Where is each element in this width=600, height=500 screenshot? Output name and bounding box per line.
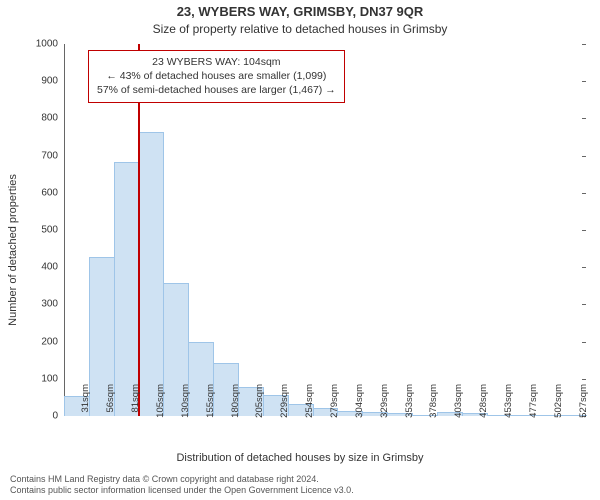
y-tick-mark [582, 118, 586, 119]
y-tick-mark [582, 342, 586, 343]
y-tick-mark [582, 81, 586, 82]
y-tick-label: 0 [52, 411, 64, 422]
y-tick-mark [582, 156, 586, 157]
callout-line-2: ← 43% of detached houses are smaller (1,… [97, 69, 336, 83]
y-tick-label: 900 [41, 76, 64, 87]
x-tick-label: 254sqm [304, 384, 315, 420]
footer-attribution: Contains HM Land Registry data © Crown c… [10, 474, 590, 496]
x-tick-label: 180sqm [230, 384, 241, 420]
y-tick-mark [582, 304, 586, 305]
footer-line-1: Contains HM Land Registry data © Crown c… [10, 474, 590, 485]
y-tick-label: 700 [41, 150, 64, 161]
x-tick-label: 304sqm [354, 384, 365, 420]
page-subtitle: Size of property relative to detached ho… [0, 22, 600, 36]
y-tick-mark [582, 379, 586, 380]
x-tick-label: 353sqm [404, 384, 415, 420]
y-tick-label: 500 [41, 225, 64, 236]
x-tick-label: 105sqm [155, 384, 166, 420]
x-tick-label: 205sqm [254, 384, 265, 420]
x-tick-label: 403sqm [453, 384, 464, 420]
histogram-bar [114, 162, 140, 416]
x-tick-label: 378sqm [428, 384, 439, 420]
callout-line-1: 23 WYBERS WAY: 104sqm [97, 55, 336, 69]
y-tick-label: 300 [41, 299, 64, 310]
histogram-bar [139, 132, 165, 416]
x-tick-label: 56sqm [105, 384, 116, 420]
chart-container: { "header": { "address": "23, WYBERS WAY… [0, 0, 600, 500]
y-tick-label: 600 [41, 187, 64, 198]
y-tick-mark [582, 267, 586, 268]
y-axis-label: Number of detached properties [6, 0, 20, 500]
x-tick-label: 502sqm [553, 384, 564, 420]
callout-box: 23 WYBERS WAY: 104sqm ← 43% of detached … [88, 50, 345, 103]
plot-area: 23 WYBERS WAY: 104sqm ← 43% of detached … [64, 44, 586, 416]
y-tick-mark [582, 193, 586, 194]
x-tick-label: 155sqm [205, 384, 216, 420]
x-tick-label: 81sqm [130, 384, 141, 420]
page-title: 23, WYBERS WAY, GRIMSBY, DN37 9QR [0, 4, 600, 19]
x-tick-label: 279sqm [329, 384, 340, 420]
footer-line-2: Contains public sector information licen… [10, 485, 590, 496]
x-tick-label: 428sqm [478, 384, 489, 420]
x-tick-label: 477sqm [528, 384, 539, 420]
y-tick-label: 200 [41, 336, 64, 347]
x-tick-label: 527sqm [578, 384, 589, 420]
x-tick-label: 31sqm [80, 384, 91, 420]
x-tick-label: 329sqm [379, 384, 390, 420]
y-tick-label: 800 [41, 113, 64, 124]
x-tick-label: 453sqm [503, 384, 514, 420]
y-tick-mark [582, 44, 586, 45]
y-tick-label: 400 [41, 262, 64, 273]
y-tick-label: 1000 [36, 39, 64, 50]
y-tick-mark [582, 230, 586, 231]
y-tick-label: 100 [41, 373, 64, 384]
x-tick-label: 130sqm [180, 384, 191, 420]
x-axis-label: Distribution of detached houses by size … [0, 452, 600, 464]
x-tick-label: 229sqm [279, 384, 290, 420]
callout-line-3: 57% of semi-detached houses are larger (… [97, 83, 336, 97]
